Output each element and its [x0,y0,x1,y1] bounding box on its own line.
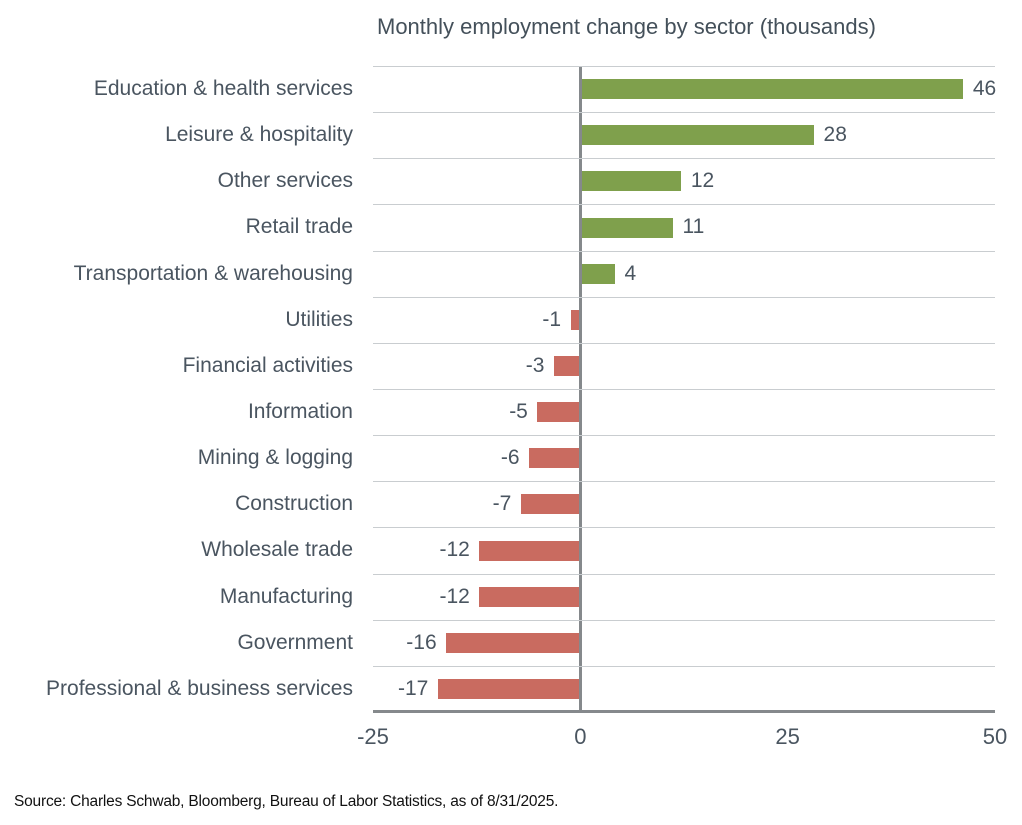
bar [437,678,579,699]
value-label: 4 [624,261,637,285]
gridline [373,527,995,529]
value-label: -3 [525,353,545,377]
bar [537,402,579,423]
chart-title: Monthly employment change by sector (tho… [377,14,876,39]
category-label: Wholesale trade [201,538,353,562]
bar [581,263,615,284]
x-axis-line [373,710,995,713]
gridline [373,342,995,344]
x-tick-label: 0 [574,724,587,749]
value-label: 12 [690,169,715,193]
plot-area: 46 28 12 11 4 -1 -3 -5 -6 -7 -12 -12 -16 -17 [373,66,997,713]
gridline [373,435,995,437]
category-label: Information [247,400,353,423]
gridline [373,112,995,114]
category-label: Transportation & warehousing [73,261,353,285]
gridline [373,66,995,67]
bar [529,448,579,469]
bar [553,355,579,376]
bar [570,309,579,330]
value-label: -7 [492,492,512,516]
source-note: Source: Charles Schwab, Bloomberg, Burea… [14,793,559,810]
category-label: Leisure & hospitality [165,123,353,147]
x-axis-ticks: -25 0 25 50 [357,724,1007,754]
value-label: -17 [398,676,429,700]
gridline [373,389,995,390]
bar [479,540,579,561]
bar [479,586,579,607]
value-label: -1 [542,307,562,331]
x-tick-label: 25 [775,724,800,749]
x-tick-label: 50 [982,724,1008,749]
value-label: 11 [682,215,705,239]
bar [581,79,964,100]
category-axis: Education & health services Leisure & hos… [0,66,353,712]
gridline [373,573,995,575]
gridline [373,665,995,667]
bar [581,217,674,238]
gridline [373,158,995,160]
x-tick-label: -25 [357,724,389,749]
value-label: -12 [439,584,470,608]
category-label: Professional & business services [46,676,353,700]
gridline [373,481,995,483]
value-label: -12 [439,538,470,562]
category-label: Construction [235,492,353,516]
gridline [373,619,995,621]
value-label: 28 [823,123,847,147]
value-label: -16 [406,630,437,654]
category-label: Manufacturing [219,584,353,608]
category-label: Utilities [285,307,353,331]
category-label: Mining & logging [197,446,353,470]
gridline [373,250,995,252]
bar [446,632,579,653]
bar [581,171,682,192]
gridline [373,296,995,298]
category-label: Financial activities [182,353,353,377]
category-label: Education & health services [93,77,353,100]
category-label: Government [237,630,353,654]
category-label: Retail trade [245,215,353,239]
category-label: Other services [217,169,353,193]
bar [520,494,579,515]
bar [581,125,815,146]
value-label: -5 [509,400,528,423]
gridline [373,204,995,206]
value-label: -6 [500,446,520,470]
value-label: 46 [972,77,997,100]
